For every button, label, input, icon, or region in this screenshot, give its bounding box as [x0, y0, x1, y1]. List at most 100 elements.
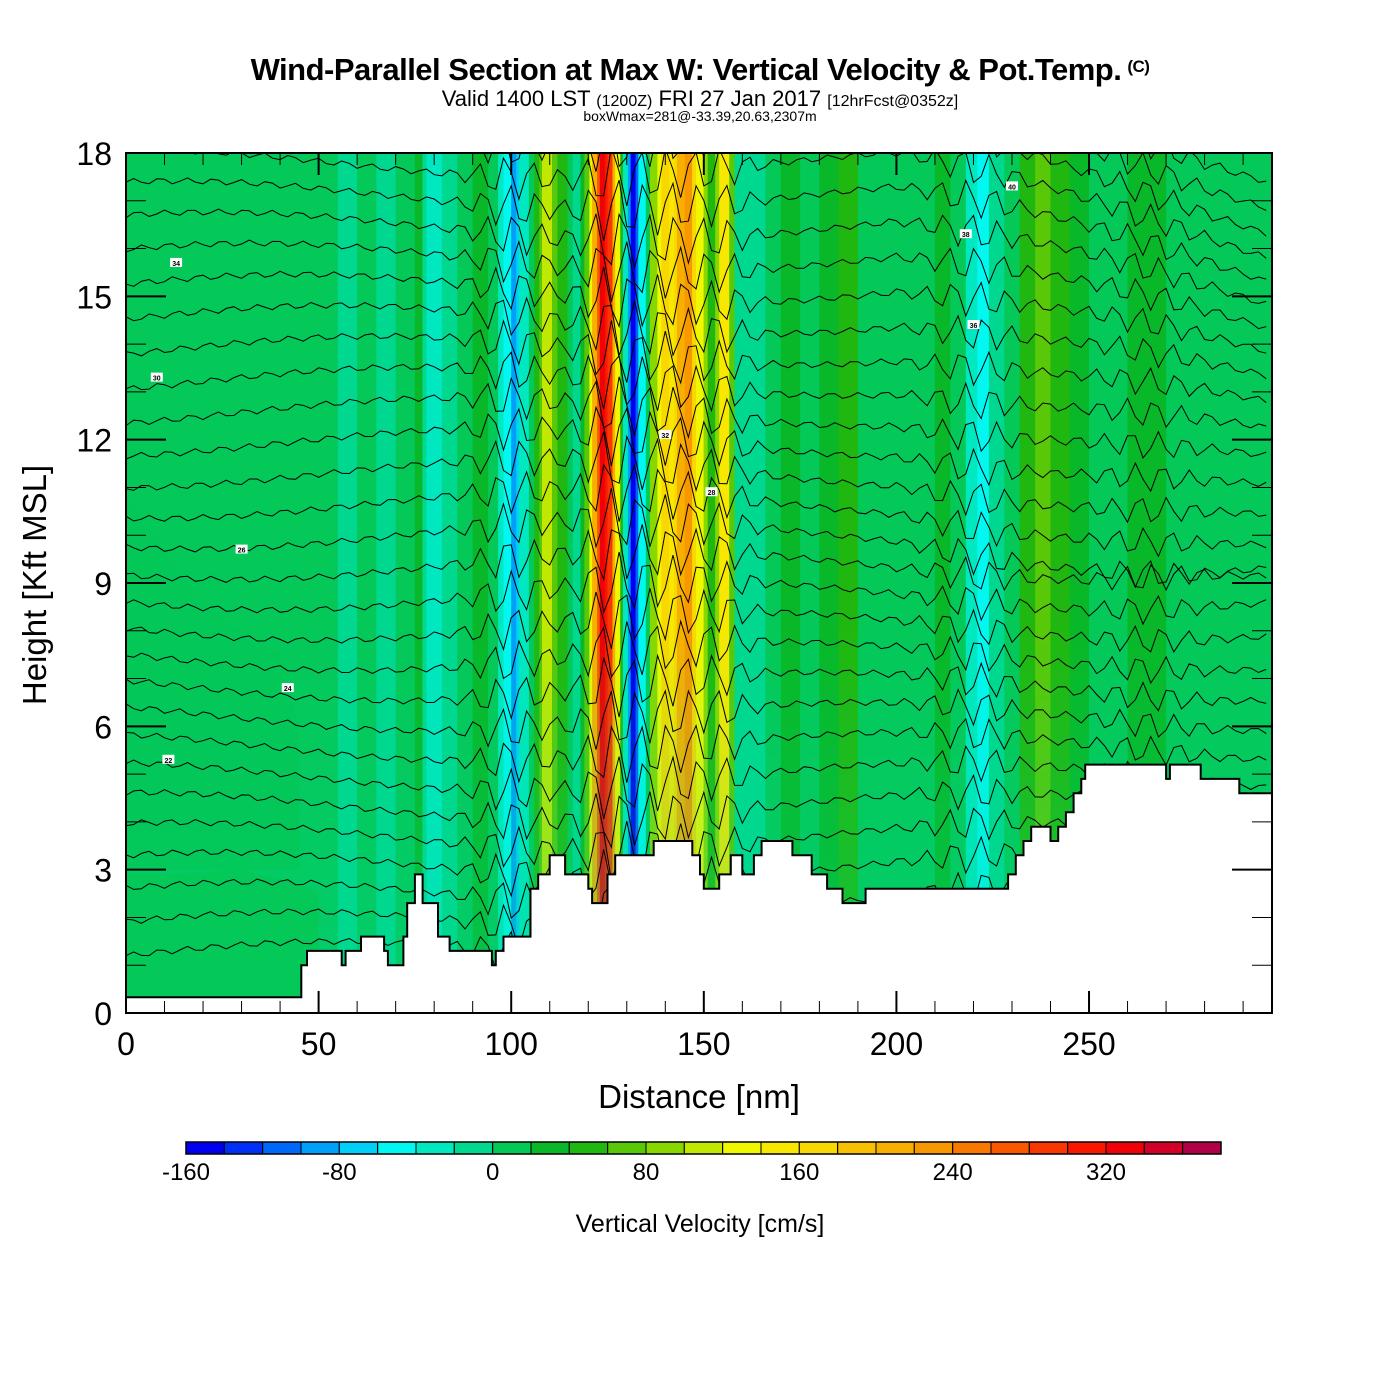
y-tick-label: 9 — [94, 566, 112, 602]
theta-contour — [126, 431, 1267, 524]
theta-contour — [483, 153, 1267, 237]
y-tick-label: 12 — [76, 423, 112, 459]
colorbar-swatch — [262, 1141, 302, 1155]
contour-label-bg — [150, 372, 163, 382]
colorbar-swatch — [913, 1141, 954, 1155]
contour-label: 32 — [659, 429, 672, 440]
theta-contour — [126, 376, 1267, 459]
colorbar-tick-label: 240 — [933, 1159, 973, 1186]
contour-label: 38 — [959, 229, 972, 239]
theta-contour — [126, 208, 1267, 304]
theta-contour — [126, 524, 1267, 592]
contour-label-text: 40 — [1008, 184, 1016, 191]
colorbar-swatch — [607, 1141, 647, 1155]
contour-label-bg — [281, 683, 294, 693]
contour-label: 28 — [705, 487, 718, 497]
y-tick-label: 3 — [94, 853, 112, 889]
colorbar-swatch — [722, 1141, 762, 1155]
colorbar-swatch — [568, 1141, 609, 1155]
x-tick-label: 50 — [301, 1026, 337, 1062]
colorbar-tick-label: -80 — [322, 1159, 357, 1186]
contour-label-text: 24 — [284, 686, 292, 693]
contour-label-text: 34 — [172, 261, 180, 268]
valid-utc: (1200Z) — [596, 93, 653, 110]
contour-label-bg — [967, 320, 980, 329]
x-tick-label: 150 — [677, 1026, 730, 1062]
theta-contour — [126, 717, 1267, 784]
contour-label-bg — [162, 754, 175, 764]
y-tick-label: 15 — [76, 279, 112, 315]
contour-label: 40 — [1006, 181, 1018, 191]
theta-contour — [126, 688, 1267, 750]
contour-label: 36 — [967, 320, 980, 330]
colorbar-swatch — [223, 1141, 264, 1155]
colorbar-swatch — [1028, 1141, 1069, 1155]
colorbar-swatch — [338, 1141, 379, 1155]
colorbar-swatch — [492, 1141, 532, 1155]
theta-contour — [126, 296, 1267, 380]
colorbar-tick-label: 160 — [779, 1159, 819, 1186]
contour-label: 34 — [170, 257, 183, 268]
colorbar: -160 -80 0 80 160 240 320 — [162, 1141, 1222, 1186]
y-tick-label: 6 — [94, 709, 112, 745]
contour-label-bg — [705, 487, 718, 497]
contour-label-text: 32 — [661, 433, 669, 440]
theta-contour — [126, 177, 1267, 280]
colorbar-swatch — [300, 1141, 340, 1155]
colorbar-tick-label: -160 — [162, 1159, 210, 1186]
forecast-info: [12hrFcst@0352z] — [827, 93, 959, 110]
colorbar-tick-label: 320 — [1086, 1159, 1126, 1186]
low-level-stable-layer — [126, 869, 319, 1013]
colorbar-swatch — [952, 1141, 992, 1155]
colorbar-swatch — [1105, 1141, 1145, 1155]
contour-label: 30 — [150, 372, 163, 383]
theta-contour — [141, 153, 1267, 259]
y-tick-label: 18 — [76, 136, 112, 172]
colorbar-swatch — [1143, 1141, 1184, 1155]
y-tick-label: 0 — [94, 996, 112, 1032]
colorbar-tick-label: 0 — [486, 1159, 499, 1186]
x-axis-title: Distance [nm] — [598, 1078, 800, 1115]
low-level-region — [126, 497, 319, 1013]
x-tick-label: 100 — [485, 1026, 538, 1062]
contour-label-text: 36 — [970, 323, 978, 330]
contour-label-text: 28 — [708, 490, 716, 497]
valid-prefix: Valid 1400 LST — [441, 86, 591, 111]
theta-contour — [126, 745, 1267, 820]
colorbar-swatch — [798, 1141, 839, 1155]
contour-label-bg — [959, 229, 972, 239]
colorbar-title: Vertical Velocity [cm/s] — [576, 1210, 825, 1238]
theta-contour — [126, 405, 1267, 493]
contour-label-text: 22 — [165, 758, 173, 765]
title-text: Wind-Parallel Section at Max W: Vertical… — [250, 52, 1122, 87]
theta-contour-labels: 34 30 26 24 22 40 38 36 32 28 — [150, 181, 1018, 765]
theta-contour — [126, 653, 1267, 721]
theta-contour — [126, 319, 1267, 403]
chart-subtitle: Valid 1400 LST (1200Z) FRI 27 Jan 2017 [… — [0, 86, 1400, 112]
left-weak-updraft-region — [126, 497, 300, 870]
contour-label-text: 30 — [153, 376, 161, 383]
colorbar-swatch — [377, 1141, 417, 1155]
colorbar-swatch — [530, 1141, 570, 1155]
box-info: boxWmax=281@-33.39,20.63,2307m — [583, 108, 817, 124]
x-tick-label: 200 — [870, 1026, 923, 1062]
colorbar-swatch — [683, 1141, 724, 1155]
terrain — [126, 763, 1272, 1013]
contour-label: 22 — [162, 754, 175, 765]
theta-contour — [126, 588, 1267, 653]
contour-label-text: 38 — [962, 232, 970, 239]
colorbar-swatch — [1067, 1141, 1107, 1155]
chart-title: Wind-Parallel Section at Max W: Vertical… — [0, 52, 1400, 88]
contour-label: 26 — [235, 544, 248, 555]
contour-label-bg — [235, 544, 248, 554]
theta-contour — [126, 239, 1267, 330]
theta-contour — [126, 266, 1267, 354]
contour-label-bg — [659, 429, 672, 439]
contour-label-bg — [1006, 181, 1018, 191]
theta-contour — [126, 619, 1267, 685]
colorbar-swatch — [415, 1141, 455, 1155]
contour-label-bg — [170, 257, 183, 267]
theta-contour — [126, 463, 1267, 558]
